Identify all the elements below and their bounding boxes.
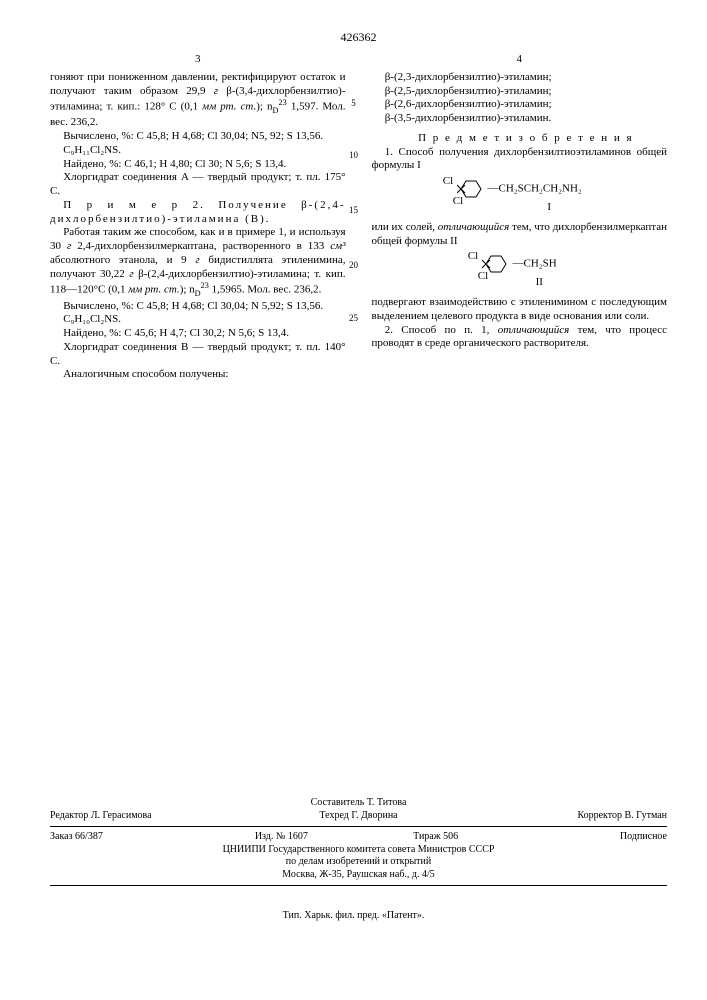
t: или их солей, <box>372 221 438 233</box>
para-9: C₉H₁₀Cl₂NS. <box>50 313 346 327</box>
para-8: Вычислено, %: C 45,8; H 4,68; Cl 30,04; … <box>50 300 346 314</box>
para-4: Найдено, %: C 46,1; H 4,80; Cl 30; N 5,6… <box>50 158 346 172</box>
benzene-ring-icon <box>457 179 485 199</box>
left-column: гоняют при пониженном давлении, ректифиц… <box>50 71 346 382</box>
tirazh: Тираж 506 <box>359 831 513 844</box>
para-6: П р и м е р 2. Получение β-(2,4-дихлорбе… <box>50 199 346 227</box>
para-10: Найдено, %: C 45,6; H 4,7; Cl 30,2; N 5,… <box>50 327 346 341</box>
list-4: β-(3,5-дихлорбензилтио)-этиламин. <box>372 112 668 126</box>
editor: Редактор Л. Герасимова <box>50 810 256 823</box>
para-12: Аналогичным способом получены: <box>50 368 346 382</box>
f1-num: I <box>372 201 668 215</box>
formula-1: Cl Cl —CH₂SCH₂CH₂NH₂ I <box>372 179 668 215</box>
f2-cl-top: Cl <box>468 250 478 264</box>
t: 1,5965. Мол. вес. 236,2. <box>209 284 322 296</box>
t: абсолютного этанола, и 9 <box>50 254 195 266</box>
zakaz: Заказ 66/387 <box>50 831 204 844</box>
claim-1b: или их солей, отличающийся тем, что дихл… <box>372 221 668 249</box>
corrector: Корректор В. Гутман <box>461 810 667 823</box>
f1-right: CH₂SCH₂CH₂NH₂ <box>499 183 582 195</box>
list-3: β-(2,6-дихлорбензилтио)-этиламин; <box>372 98 668 112</box>
f2-right: CH₂SH <box>524 258 557 270</box>
benzene-ring-icon <box>482 254 510 274</box>
org1: ЦНИИПИ Государственного комитета совета … <box>50 844 667 857</box>
para-2: Вычислено, %: C 45,8; H 4,68; Cl 30,04; … <box>50 130 346 144</box>
t: 2. Способ по п. 1, <box>385 324 498 336</box>
col-num-left: 3 <box>50 53 346 67</box>
line-num-10: 10 <box>349 150 358 161</box>
claim-1c: подвергают взаимодействию с этиленимином… <box>372 296 668 324</box>
claim-2: 2. Способ по п. 1, отличающийся тем, что… <box>372 324 668 352</box>
t: ); n <box>180 284 195 296</box>
org3: Москва, Ж-35, Раушская наб., д. 4/5 <box>50 869 667 882</box>
para-11: Хлоргидрат соединения B — твердый продук… <box>50 341 346 369</box>
t: П р и м е р 2. Получение β-(2,4-дихлорбе… <box>50 199 346 225</box>
line-num-5: 5 <box>351 98 356 109</box>
line-num-25: 25 <box>349 313 358 324</box>
printer: Тип. Харьк. фил. пред. «Патент». <box>0 910 707 923</box>
right-column: β-(2,3-дихлорбензилтио)-этиламин; β-(2,5… <box>372 71 668 382</box>
para-1: гоняют при пониженном давлении, ректифиц… <box>50 71 346 130</box>
t: отличающийся <box>498 324 570 336</box>
line-num-15: 15 <box>349 205 358 216</box>
unit-cm3: см³ <box>330 240 345 252</box>
footer-block: Составитель Т. Титова Редактор Л. Гераси… <box>50 797 667 890</box>
formula-2: Cl Cl —CH₂SH II <box>372 254 668 290</box>
podp: Подписное <box>513 831 667 844</box>
unit-mm: мм рт. ст. <box>202 101 256 113</box>
para-3: C₉H₁₁Cl₂NS. <box>50 144 346 158</box>
doc-number: 426362 <box>50 30 667 45</box>
t: ); n <box>256 101 272 113</box>
list-2: β-(2,5-дихлорбензилтио)-этиламин; <box>372 85 668 99</box>
subject-heading: П р е д м е т и з о б р е т е н и я <box>372 132 668 146</box>
list-1: β-(2,3-дихлорбензилтио)-этиламин; <box>372 71 668 85</box>
unit-mm: мм рт. ст. <box>128 284 179 296</box>
col-num-right: 4 <box>372 53 668 67</box>
f1-cl-top: Cl <box>443 175 453 189</box>
compiler: Составитель Т. Титова <box>50 797 667 810</box>
para-7: Работая таким же способом, как и в приме… <box>50 226 346 299</box>
t: 2,4-дихлорбензилмеркаптана, растворенног… <box>71 240 330 252</box>
para-5: Хлоргидрат соединения A — твердый продук… <box>50 171 346 199</box>
f2-num: II <box>372 276 668 290</box>
org2: по делам изобретений и открытий <box>50 856 667 869</box>
techred: Техред Г. Дворина <box>256 810 462 823</box>
izd: Изд. № 1607 <box>204 831 358 844</box>
line-num-20: 20 <box>349 260 358 271</box>
t: отличающийся <box>438 221 510 233</box>
claim-1: 1. Способ получения дихлорбензилтиоэтила… <box>372 146 668 174</box>
